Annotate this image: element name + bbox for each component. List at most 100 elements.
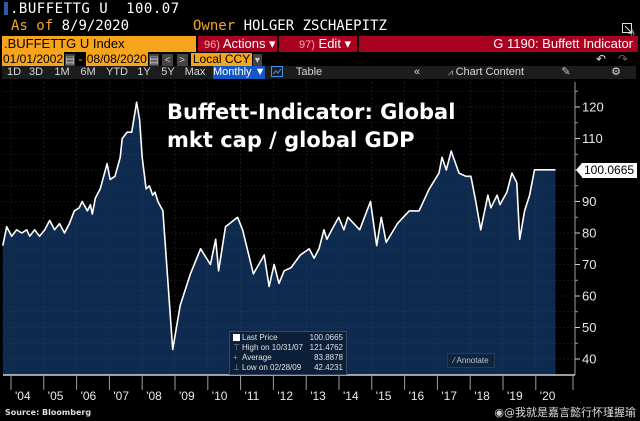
annotate-label: Annotate: [456, 356, 489, 365]
legend-value: 100.0665: [309, 333, 343, 342]
legend-swatch: [233, 334, 240, 341]
end-date-input[interactable]: 08/08/2020: [85, 52, 148, 66]
range-1y[interactable]: 1Y: [137, 66, 151, 78]
legend-value: 42.4231: [314, 363, 343, 372]
legend-label: Low on 02/28/09: [242, 363, 302, 372]
calendar-icon[interactable]: ▤: [148, 54, 159, 67]
owner-name: HOLGER ZSCHAEPITZ: [243, 18, 387, 34]
edit-button[interactable]: 97) Edit ▾: [279, 36, 357, 52]
date-bar: 01/01/2002 ▤ - 08/08/2020 ▤ < > Local CCY ▾: [2, 52, 262, 67]
redo-button[interactable]: ↷: [618, 52, 629, 66]
actions-button[interactable]: 96) Actions ▾: [198, 36, 277, 52]
high-marker-icon: ⊤: [233, 343, 240, 352]
legend-value: 83.8878: [314, 353, 343, 362]
range-max[interactable]: Max: [184, 66, 206, 78]
legend-row-average: + Average 83.8878: [232, 353, 344, 363]
last-price-tag: 100.0665: [575, 163, 638, 178]
y-tick-label: 70: [582, 257, 596, 272]
chart-legend[interactable]: Last Price 100.0665 ⊤ High on 10/31/07 121.…: [229, 331, 347, 375]
area-fill: [2, 102, 556, 376]
popout-icon[interactable]: [622, 21, 635, 36]
y-tick-label: 60: [582, 289, 596, 304]
legend-row-low: ⊥ Low on 02/28/09 42.4231: [232, 363, 344, 373]
range-ytd[interactable]: YTD: [106, 66, 128, 78]
settings-gear-icon[interactable]: ⚙: [611, 66, 621, 78]
average-marker-icon: +: [233, 353, 238, 362]
x-tick-label: '19: [507, 389, 523, 403]
undo-button[interactable]: ↶: [596, 52, 607, 66]
x-tick-label: '18: [474, 389, 490, 403]
x-tick-label: '16: [409, 389, 425, 403]
y-tick-label: 120: [582, 100, 604, 115]
chart-content-button[interactable]: ⩘ Chart Content: [448, 66, 530, 79]
x-tick-label: '12: [277, 389, 293, 403]
calendar-icon[interactable]: ▤: [65, 54, 76, 67]
range-5y[interactable]: 5Y: [161, 66, 175, 78]
chart-toolbar: 1D 3D 1M 6M YTD 1Y 5Y Max Monthly ▼ Tabl…: [2, 66, 636, 79]
chart-name: G 1190: Buffett Indicator: [359, 36, 638, 52]
range-3d[interactable]: 3D: [28, 66, 44, 78]
x-tick-label: '06: [81, 389, 97, 403]
legend-label: High on 10/31/07: [242, 343, 303, 352]
source-note: Source: Bloomberg: [5, 408, 92, 417]
frequency-select[interactable]: Monthly ▼: [213, 66, 266, 79]
y-tick-label: 50: [582, 320, 596, 335]
annotate-icon: ⁄: [453, 356, 457, 365]
watermark: ◉@我就是嘉言懿行怀瑾握瑜: [494, 406, 636, 420]
as-of-label: As of: [11, 18, 54, 34]
range-1d[interactable]: 1D: [6, 66, 22, 78]
x-tick-label: '11: [245, 389, 260, 403]
chart-content-label: Chart Content: [455, 66, 525, 78]
chart-content-icon: ⩘: [448, 67, 456, 77]
actions-label: Actions ▾: [222, 36, 276, 51]
edit-num: 97): [299, 39, 315, 51]
as-of-line: As of 8/9/2020: [11, 18, 129, 35]
legend-row-high: ⊤ High on 10/31/07 121.4762: [232, 343, 344, 353]
x-tick-label: '14: [343, 389, 359, 403]
legend-value: 121.4762: [309, 343, 343, 352]
x-tick-label: '17: [441, 389, 457, 403]
table-button[interactable]: Table: [295, 66, 323, 78]
edit-chart-icon[interactable]: ✎: [561, 66, 571, 78]
y-tick-label: 90: [582, 194, 596, 209]
header-marker: [4, 2, 8, 15]
series-line: [2, 101, 556, 351]
weibo-icon: ◉: [494, 406, 504, 419]
range-1m[interactable]: 1M: [54, 66, 70, 78]
legend-row-last-price: Last Price 100.0665: [232, 333, 344, 343]
x-tick-label: '04: [15, 389, 31, 403]
chart-title-line1: Buffett-Indicator: Global: [167, 100, 456, 124]
x-tick-label: '20: [540, 389, 556, 403]
y-tick-label: 40: [582, 352, 596, 367]
date-dash: -: [78, 52, 83, 66]
x-tick-label: '13: [310, 389, 326, 403]
x-tick-label: '15: [376, 389, 392, 403]
edit-label: Edit ▾: [318, 36, 352, 51]
x-tick-label: '07: [113, 389, 129, 403]
next-button[interactable]: >: [176, 54, 188, 67]
actions-num: 96): [204, 39, 220, 51]
prev-button[interactable]: <: [162, 54, 174, 67]
x-tick-label: '10: [212, 389, 228, 403]
low-marker-icon: ⊥: [233, 363, 240, 372]
range-6m[interactable]: 6M: [80, 66, 96, 78]
chart-title-line2: mkt cap / global GDP: [167, 128, 415, 152]
x-tick-label: '05: [48, 389, 64, 403]
currency-select[interactable]: Local CCY: [190, 52, 252, 66]
x-tick-label: '08: [146, 389, 162, 403]
annotate-button[interactable]: ⁄ Annotate: [447, 353, 495, 368]
legend-label: Last Price: [242, 333, 278, 342]
currency-dropdown-icon[interactable]: ▾: [252, 54, 262, 67]
owner-line: Owner HOLGER ZSCHAEPITZ: [193, 18, 387, 35]
ticker: .BUFFETTG U: [10, 1, 109, 17]
line-chart-icon[interactable]: [269, 66, 285, 79]
x-tick-label: '09: [179, 389, 195, 403]
security-field[interactable]: .BUFFETTG U Index: [2, 36, 196, 52]
as-of-date: 8/9/2020: [61, 18, 130, 34]
last-value: 100.07: [126, 1, 180, 17]
collapse-button[interactable]: «: [413, 66, 421, 78]
y-tick-label: 110: [582, 131, 603, 146]
start-date-input[interactable]: 01/01/2002: [2, 52, 65, 66]
watermark-text: @我就是嘉言懿行怀瑾握瑜: [504, 406, 636, 419]
y-tick-label: 80: [582, 226, 596, 241]
